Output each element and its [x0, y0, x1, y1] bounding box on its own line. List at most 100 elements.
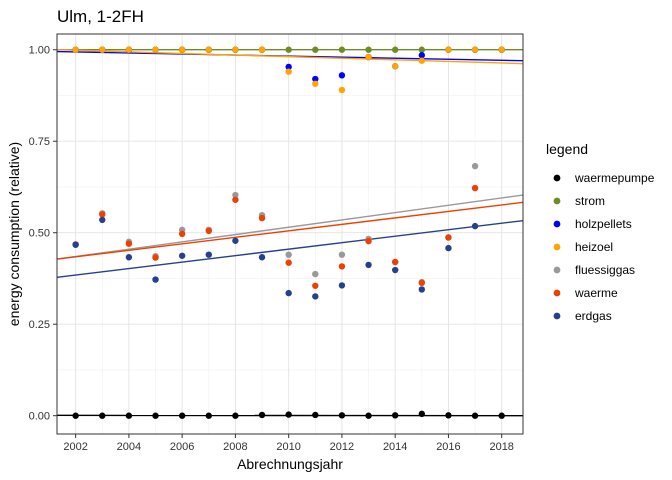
x-axis-ticks: 2002 2004 2006 2008 2010 2012 2014 2016 2018	[63, 434, 514, 453]
legend-key-waerme	[553, 289, 561, 297]
x-tick-label: 2008	[223, 441, 247, 453]
x-tick-label: 2014	[383, 441, 407, 453]
y-tick-label: 0.25	[29, 319, 50, 331]
legend-label: fluessiggas	[575, 263, 635, 277]
point-erdgas	[125, 254, 133, 261]
point-waermepumpe	[338, 412, 346, 419]
point-waerme	[258, 214, 266, 222]
point-heizoel	[338, 86, 346, 94]
x-tick-label: 2016	[436, 441, 460, 453]
legend: legend waermepumpe strom holzpellets heizoe…	[546, 141, 655, 323]
point-heizoel	[152, 46, 159, 53]
point-waerme	[365, 237, 372, 245]
point-heizoel	[232, 46, 239, 53]
panel-border	[56, 33, 524, 435]
legend-item-strom: strom	[553, 194, 605, 208]
point-erdgas	[365, 261, 372, 269]
point-strom	[312, 46, 319, 53]
trend-line-fluessiggas	[56, 194, 524, 260]
x-axis-title: Abrechnungsjahr	[237, 456, 343, 472]
point-waerme	[232, 196, 239, 203]
x-tick-label: 2002	[63, 441, 87, 453]
point-strom	[391, 46, 399, 53]
point-waermepumpe	[178, 412, 186, 419]
x-tick-label: 2006	[170, 441, 194, 453]
legend-title: legend	[546, 141, 588, 157]
point-heizoel	[498, 46, 505, 53]
y-tick-label: 0.00	[29, 411, 50, 423]
point-fluessiggas	[471, 162, 479, 170]
trend-line-waerme	[56, 201, 524, 260]
point-heizoel	[365, 53, 372, 61]
legend-label: waerme	[574, 286, 618, 300]
chart-title: Ulm, 1-2FH	[57, 7, 144, 26]
trend-line-heizoel	[56, 49, 524, 65]
point-erdgas	[232, 237, 239, 244]
point-erdgas	[152, 276, 159, 283]
point-erdgas	[338, 282, 346, 289]
point-erdgas	[285, 289, 292, 297]
legend-key-fluessiggas	[553, 266, 561, 274]
point-waerme	[99, 211, 106, 218]
legend-key-waermepumpe	[553, 174, 561, 182]
point-waerme	[312, 282, 319, 289]
point-erdgas	[418, 286, 426, 293]
y-tick-label: 0.50	[29, 228, 50, 240]
point-erdgas	[205, 251, 212, 258]
point-holzpellets	[285, 63, 292, 71]
point-waermepumpe	[152, 412, 159, 419]
point-heizoel	[99, 46, 106, 53]
point-waermepumpe	[72, 412, 79, 419]
legend-item-erdgas: erdgas	[553, 309, 612, 323]
plot-panel	[57, 34, 523, 434]
point-erdgas	[99, 216, 106, 224]
point-strom	[338, 46, 346, 53]
point-waermepumpe	[125, 412, 133, 419]
point-erdgas	[445, 244, 452, 252]
point-erdgas	[312, 293, 319, 300]
legend-label: holzpellets	[575, 217, 632, 231]
point-holzpellets	[418, 52, 426, 59]
point-fluessiggas	[312, 270, 319, 278]
legend-item-waermepumpe: waermepumpe	[553, 171, 655, 185]
point-waermepumpe	[258, 411, 266, 419]
point-holzpellets	[312, 75, 319, 83]
point-heizoel	[391, 63, 399, 70]
x-tick-label: 2004	[117, 441, 141, 453]
point-holzpellets	[338, 72, 346, 79]
point-heizoel	[125, 46, 133, 53]
x-tick-label: 2012	[330, 441, 354, 453]
point-heizoel	[72, 46, 79, 53]
point-heizoel	[205, 46, 212, 53]
legend-item-fluessiggas: fluessiggas	[553, 263, 635, 277]
point-waerme	[418, 279, 426, 287]
legend-key-heizoel	[553, 243, 561, 251]
y-axis-title: energy consumption (relative)	[6, 142, 22, 326]
legend-item-waerme: waerme	[553, 286, 618, 300]
point-waerme	[338, 263, 346, 270]
point-waermepumpe	[471, 412, 479, 419]
point-waerme	[178, 230, 186, 238]
point-erdgas	[258, 254, 266, 261]
point-heizoel	[445, 46, 452, 53]
point-fluessiggas	[338, 251, 346, 258]
point-heizoel	[418, 57, 426, 64]
point-erdgas	[391, 266, 399, 274]
point-heizoel	[178, 46, 186, 53]
point-heizoel	[312, 80, 319, 87]
point-waermepumpe	[99, 412, 106, 419]
point-waermepumpe	[391, 412, 399, 419]
legend-key-holzpellets	[553, 220, 561, 228]
point-erdgas	[72, 241, 79, 248]
legend-item-holzpellets: holzpellets	[553, 217, 632, 231]
point-strom	[285, 46, 292, 53]
legend-label: erdgas	[575, 309, 612, 323]
point-waerme	[445, 234, 452, 241]
data-points	[72, 46, 505, 419]
legend-item-heizoel: heizoel	[553, 240, 613, 254]
point-waermepumpe	[232, 412, 239, 419]
legend-key-erdgas	[553, 312, 561, 320]
point-waerme	[471, 184, 479, 192]
point-waerme	[391, 258, 399, 266]
point-waermepumpe	[498, 412, 505, 419]
